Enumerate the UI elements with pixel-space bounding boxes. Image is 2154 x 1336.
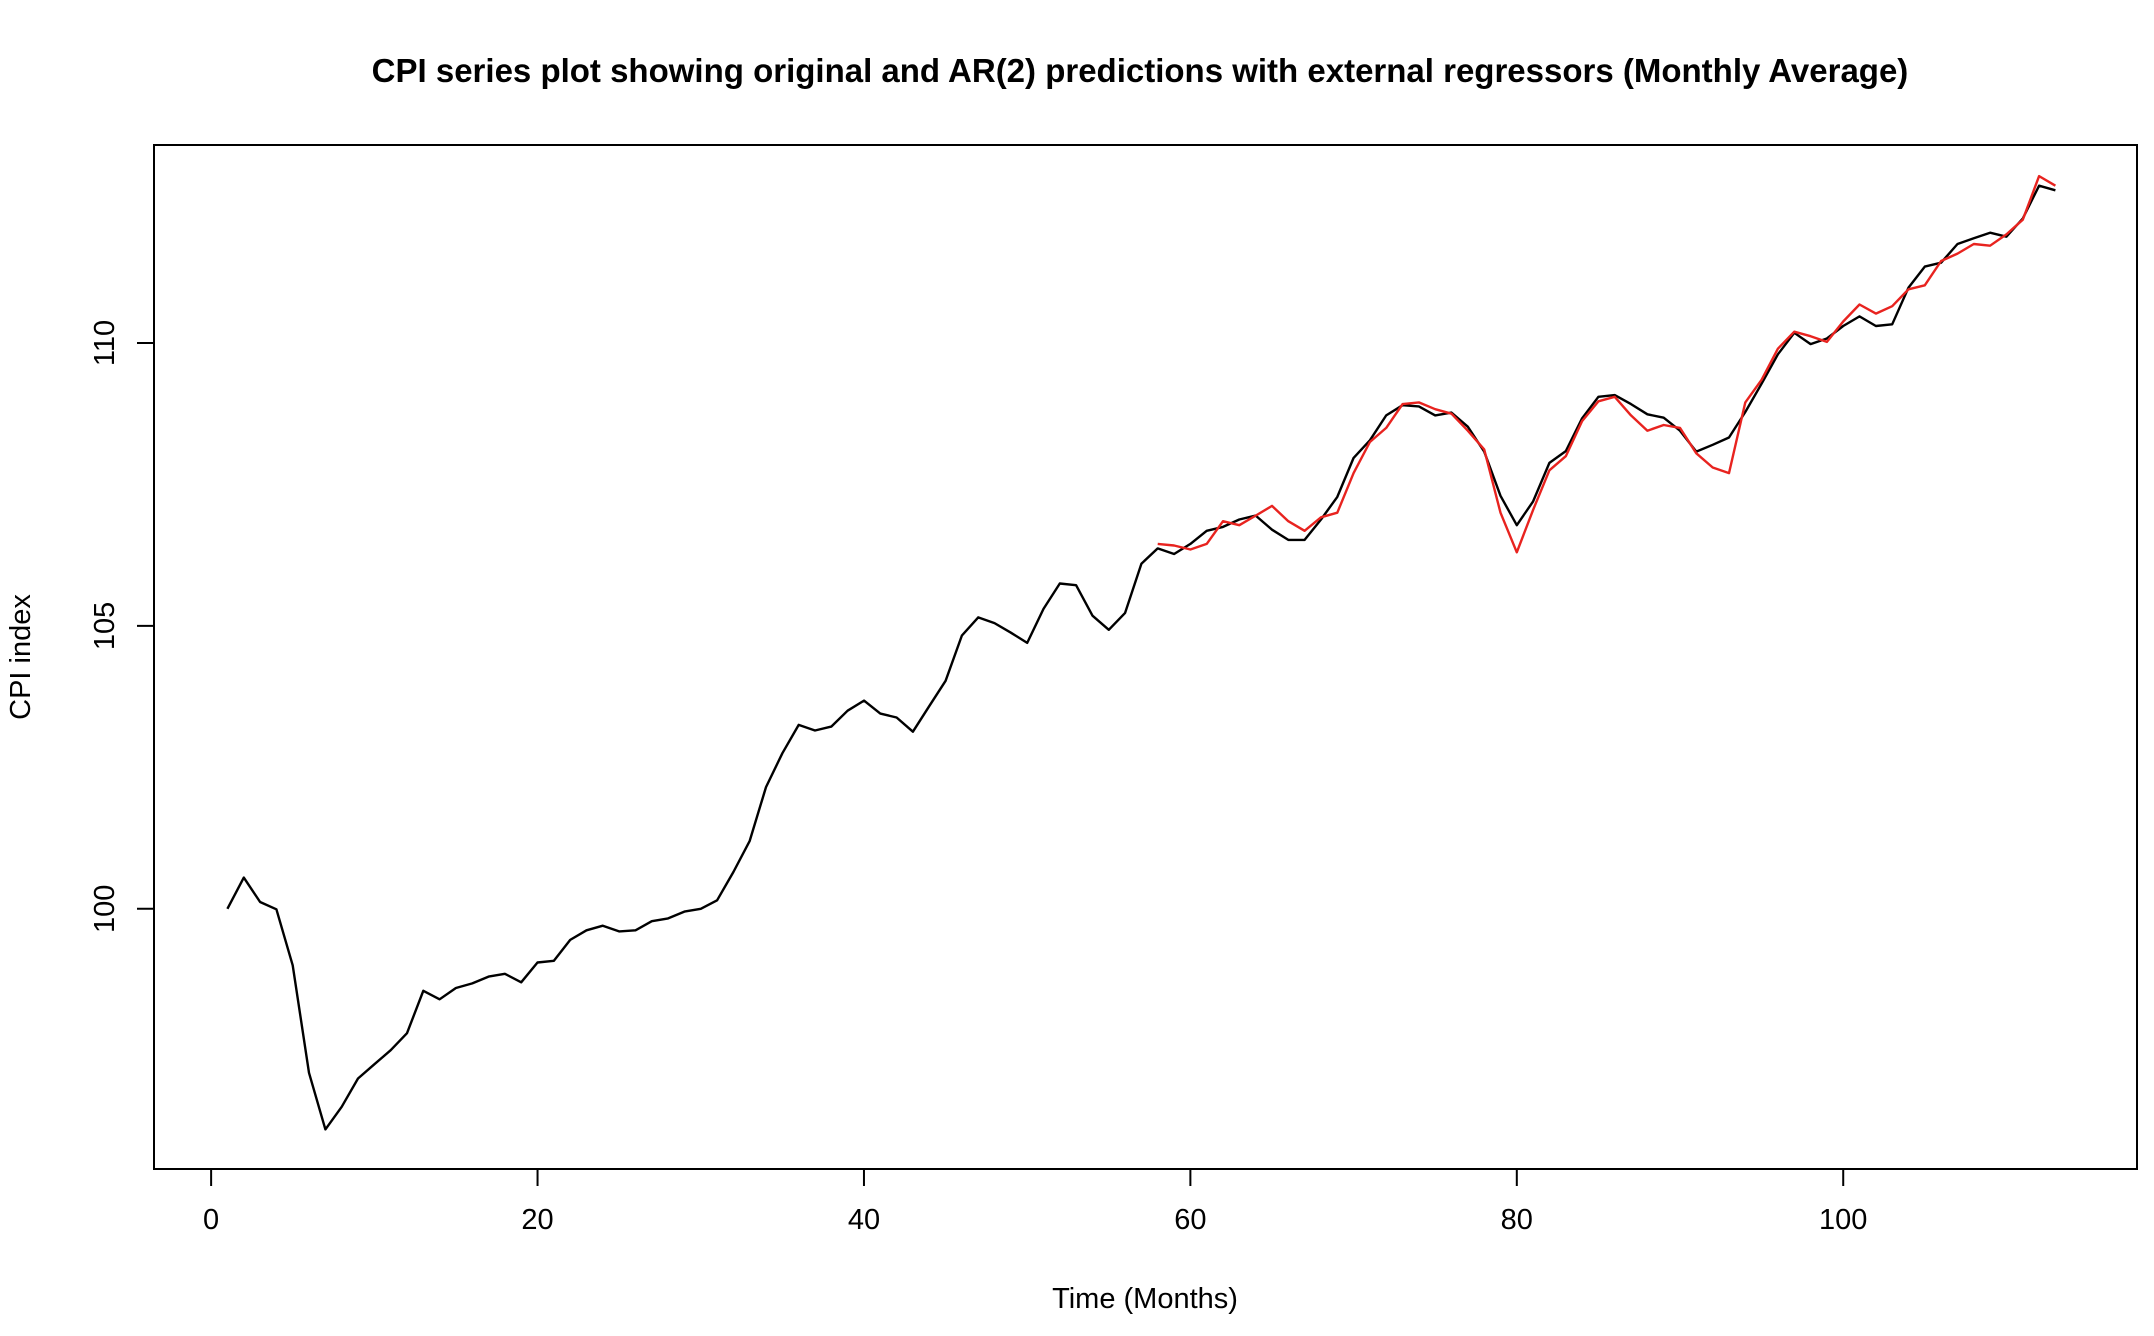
x-axis-label: Time (Months) [1052,1283,1238,1315]
series-layer [226,174,2057,1131]
series-line-predicted [1157,174,2057,554]
y-axis: 100 105 110 [89,320,155,933]
x-tick-label: 60 [1174,1204,1206,1236]
chart-title: CPI series plot showing original and AR(… [372,52,1909,89]
y-axis-label: CPI index [5,594,37,720]
x-tick-label: 0 [203,1204,219,1236]
x-tick-label: 100 [1819,1204,1867,1236]
series-line-original [226,184,2056,1131]
x-tick-label: 40 [848,1204,880,1236]
y-tick-label: 100 [89,885,121,933]
x-tick-label: 80 [1501,1204,1533,1236]
x-axis: 0 20 40 60 80 100 [203,1168,1867,1236]
y-tick-label: 110 [89,320,121,366]
plot-frame [153,144,2138,1170]
y-tick-label: 105 [89,602,121,650]
x-tick-label: 20 [521,1204,553,1236]
